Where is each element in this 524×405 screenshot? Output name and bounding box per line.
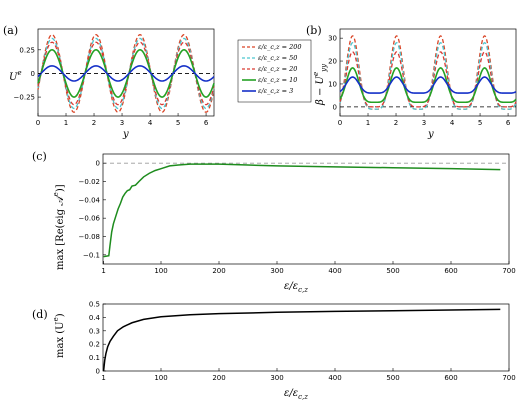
panel-c-label: (c) [32,150,47,163]
panel-c-ytick-label: −0.04 [79,196,101,204]
panel-c-xtick-label: 300 [270,267,283,275]
panel-b-series-line [339,67,517,104]
panel-d-frame [102,303,510,372]
panel-c-xtick-label: 500 [386,267,399,275]
panel-c-yticks: 0 −0.02 −0.04 −0.06 −0.08 −0.1 [79,160,106,259]
panel-a: 0 1 2 3 4 5 6 −0.25 0 0.25 (a) Ue y [3,24,215,140]
panel-b-xtick-label: 1 [366,119,370,127]
panel-d: 1 100 200 300 400 500 600 700 00.10.20.30.40.5 … [32,301,516,402]
panel-a-series-line [37,41,215,106]
panel-c-ytick-label: −0.08 [79,233,100,241]
legend: ε/ε_c,z = 200 ε/ε_c,z = 50 ε/ε_c,z = 20 ε/ε… [237,39,312,103]
panel-d-ylabel: max (Ue) [52,313,66,358]
panel-c-xtick-label: 100 [154,267,167,275]
panel-a-series-line [37,49,215,98]
panel-d-label: (d) [32,308,48,321]
legend-label: ε/ε_c,z = 10 [258,76,297,84]
panel-d-xtick-label: 600 [444,374,457,382]
panel-b-xticks: 0 1 2 3 4 5 6 [338,113,511,127]
panel-d-ytick-label: 0.4 [89,314,101,322]
panel-a-frame [37,28,215,117]
panel-a-xtick-label: 3 [120,119,124,127]
legend-label: ε/ε_c,z = 200 [258,43,302,51]
panel-b-xlabel: y [427,129,434,140]
panel-c-xtick-label: 1 [101,267,105,275]
panel-c-ytick-label: 0 [96,160,100,168]
panel-b-xtick-label: 0 [338,119,342,127]
panel-a-yticks: −0.25 0 0.25 [14,46,41,102]
panel-a-xtick-label: 1 [64,119,68,127]
panel-d-series-line [102,308,501,372]
panel-b-ytick-label: 10 [328,80,337,88]
panel-b-frame [339,28,517,117]
panel-c-ylabel: max [Re(eig 𝒜e)] [52,184,66,270]
panel-b-label: (b) [306,24,322,37]
panel-a-xtick-label: 5 [176,119,180,127]
panel-a-ytick-label: −0.25 [14,94,35,102]
panel-c: 1 100 200 300 400 500 600 700 0 −0.02 −0.04 −0.06 −… [32,150,516,294]
panel-b-plot [339,35,517,110]
panel-a-series-line [37,65,215,82]
panel-c-frame [102,153,510,265]
panel-d-xlabel: ε/εc,z [284,388,308,401]
panel-a-xticks: 0 1 2 3 4 5 6 [36,113,209,127]
panel-c-plot [103,162,509,258]
panel-d-ytick-label: 0.3 [89,327,100,335]
panel-b-ytick-label: 0 [333,103,337,111]
panel-d-xticks: 1 100 200 300 400 500 600 700 [101,368,516,382]
panel-d-ytick-label: 0.5 [89,301,100,309]
panel-a-plot [37,34,215,113]
panel-c-xtick-label: 200 [212,267,225,275]
panel-b-series-line [339,51,517,108]
panel-d-xtick-label: 1 [101,374,105,382]
panel-a-ytick-label: 0 [31,70,35,78]
panel-c-ytick-label: −0.06 [79,215,101,223]
panel-a-xtick-label: 2 [92,119,96,127]
legend-label: ε/ε_c,z = 3 [258,87,293,95]
panel-a-xtick-label: 6 [204,119,209,127]
panel-b-ytick-label: 30 [328,35,337,43]
legend-items: ε/ε_c,z = 200 ε/ε_c,z = 50 ε/ε_c,z = 20 ε/ε… [242,43,302,95]
panel-d-xtick-label: 400 [328,374,341,382]
panel-d-xtick-label: 700 [502,374,515,382]
panel-a-ylabel: Ue [9,69,22,83]
panel-a-xtick-label: 0 [36,119,40,127]
panel-c-series-line [103,163,501,258]
panel-c-xtick-label: 700 [502,267,515,275]
panel-b-ylabel: β − Ueyy [312,63,328,106]
panel-d-xtick-label: 300 [270,374,283,382]
panel-a-series-line [37,34,215,113]
panel-b: 0 1 2 3 4 5 6 0 10 20 30 (b) β − Ueyy y [306,24,517,140]
panel-c-xtick-label: 400 [328,267,341,275]
panel-d-xtick-label: 500 [386,374,399,382]
panel-b-ytick-label: 20 [328,58,337,66]
panel-b-xtick-label: 2 [394,119,398,127]
panel-d-xtick-label: 200 [212,374,225,382]
panel-b-xtick-label: 6 [506,119,511,127]
panel-c-xticks: 1 100 200 300 400 500 600 700 [101,261,516,275]
panel-c-xlabel: ε/εc,z [284,281,308,294]
panel-a-xtick-label: 4 [148,119,153,127]
panel-d-ytick-label: 0 [96,368,100,376]
panel-b-series-line [339,42,517,110]
panel-c-ytick-label: −0.1 [83,251,100,259]
legend-label: ε/ε_c,z = 20 [258,65,297,73]
panel-b-yticks: 0 10 20 30 [328,35,343,111]
panel-a-ytick-label: 0.25 [19,46,35,54]
panel-d-ytick-label: 0.1 [89,354,100,362]
panel-b-xtick-label: 5 [478,119,482,127]
panel-b-xtick-label: 3 [422,119,426,127]
panel-b-xtick-label: 4 [450,119,455,127]
panel-a-label: (a) [3,24,18,37]
panel-a-xlabel: y [122,129,129,140]
panel-b-series-line [339,76,517,94]
panel-d-ytick-label: 0.2 [89,341,100,349]
panel-d-plot [102,308,501,372]
panel-c-xtick-label: 600 [444,267,457,275]
legend-label: ε/ε_c,z = 50 [258,54,297,62]
panel-d-yticks: 0 0.1 0.2 0.3 0.4 0.5 [89,301,106,376]
panel-d-xtick-label: 100 [154,374,167,382]
panel-c-ytick-label: −0.02 [79,178,100,186]
